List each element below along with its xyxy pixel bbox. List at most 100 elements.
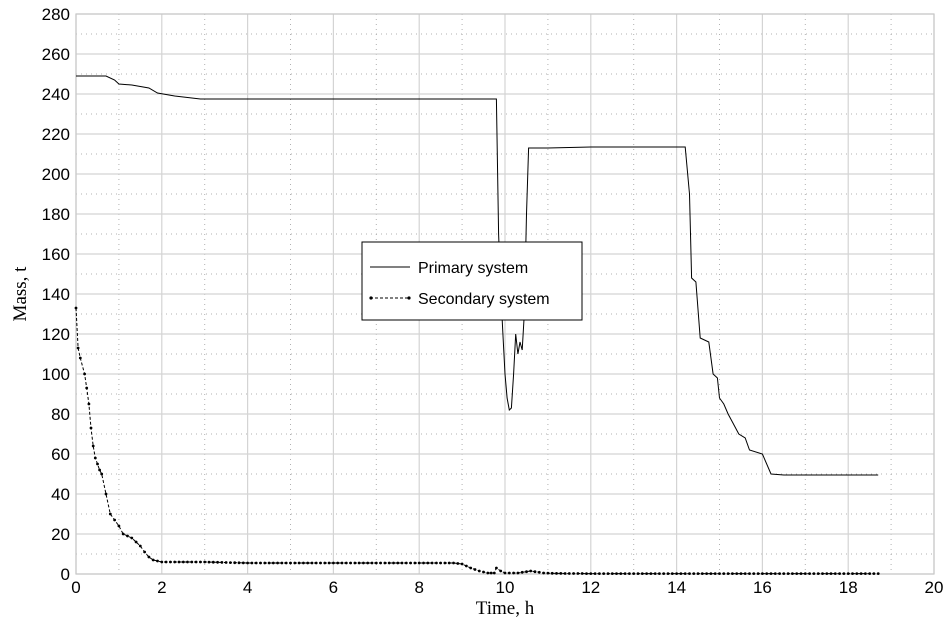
data-point-secondary-system bbox=[726, 572, 730, 575]
data-point-secondary-system bbox=[628, 572, 631, 575]
data-point-secondary-system bbox=[430, 561, 434, 565]
data-point-secondary-system bbox=[615, 572, 618, 575]
data-point-secondary-system bbox=[126, 534, 129, 538]
data-point-secondary-system bbox=[563, 572, 567, 575]
data-point-secondary-system bbox=[404, 561, 408, 565]
data-point-secondary-system bbox=[666, 572, 670, 575]
x-tick-label: 4 bbox=[243, 578, 252, 597]
data-point-secondary-system bbox=[229, 561, 232, 564]
data-point-secondary-system bbox=[623, 572, 627, 575]
data-point-secondary-system bbox=[752, 572, 756, 575]
data-point-secondary-system bbox=[439, 561, 442, 565]
y-tick-label: 20 bbox=[51, 525, 70, 544]
data-point-secondary-system bbox=[653, 572, 657, 575]
data-point-secondary-system bbox=[722, 572, 726, 575]
data-point-secondary-system bbox=[263, 561, 267, 565]
data-point-secondary-system bbox=[765, 572, 769, 575]
data-point-secondary-system bbox=[812, 572, 816, 575]
data-point-secondary-system bbox=[271, 561, 275, 565]
data-point-secondary-system bbox=[151, 558, 155, 562]
data-point-secondary-system bbox=[636, 572, 640, 575]
data-point-secondary-system bbox=[147, 555, 151, 559]
data-point-secondary-system bbox=[319, 561, 322, 565]
y-tick-label: 0 bbox=[61, 565, 70, 584]
y-tick-label: 280 bbox=[42, 5, 70, 24]
data-point-secondary-system bbox=[825, 572, 829, 575]
data-point-secondary-system bbox=[353, 561, 357, 565]
y-tick-label: 60 bbox=[51, 445, 70, 464]
data-point-secondary-system bbox=[447, 561, 451, 565]
data-point-secondary-system bbox=[302, 561, 305, 565]
data-point-secondary-system bbox=[289, 561, 292, 565]
data-point-secondary-system bbox=[713, 572, 717, 575]
data-point-secondary-system bbox=[96, 462, 99, 466]
data-point-secondary-system bbox=[748, 572, 751, 575]
x-tick-label: 20 bbox=[925, 578, 944, 597]
x-tick-label: 6 bbox=[329, 578, 338, 597]
y-tick-label: 180 bbox=[42, 205, 70, 224]
data-point-secondary-system bbox=[658, 572, 661, 575]
data-point-secondary-system bbox=[422, 561, 425, 565]
data-point-secondary-system bbox=[507, 571, 511, 575]
data-point-secondary-system bbox=[610, 572, 614, 575]
data-point-secondary-system bbox=[340, 561, 344, 565]
data-point-secondary-system bbox=[383, 561, 387, 565]
data-point-secondary-system bbox=[696, 572, 700, 575]
data-point-secondary-system bbox=[173, 560, 177, 564]
data-point-secondary-system bbox=[130, 536, 134, 540]
data-point-secondary-system bbox=[718, 572, 721, 575]
data-point-secondary-system bbox=[465, 564, 468, 568]
data-point-secondary-system bbox=[156, 559, 159, 563]
data-point-secondary-system bbox=[74, 306, 78, 310]
data-point-secondary-system bbox=[773, 572, 777, 575]
x-tick-label: 14 bbox=[667, 578, 686, 597]
data-point-secondary-system bbox=[160, 560, 164, 564]
data-point-secondary-system bbox=[555, 572, 558, 575]
data-point-secondary-system bbox=[576, 572, 580, 575]
data-point-secondary-system bbox=[598, 572, 601, 575]
data-point-secondary-system bbox=[816, 572, 820, 575]
data-point-secondary-system bbox=[280, 561, 284, 565]
data-point-secondary-system bbox=[93, 456, 97, 460]
legend-box bbox=[361, 241, 583, 321]
data-point-secondary-system bbox=[688, 572, 691, 575]
data-point-secondary-system bbox=[297, 561, 301, 565]
data-point-secondary-system bbox=[799, 572, 803, 575]
data-point-secondary-system bbox=[872, 572, 876, 575]
data-point-secondary-system bbox=[306, 561, 310, 565]
y-tick-label: 120 bbox=[42, 325, 70, 344]
data-point-secondary-system bbox=[675, 572, 678, 575]
data-point-secondary-system bbox=[91, 444, 95, 448]
data-point-secondary-system bbox=[589, 572, 593, 575]
data-point-secondary-system bbox=[645, 572, 648, 575]
data-point-secondary-system bbox=[662, 572, 666, 575]
data-point-secondary-system bbox=[246, 561, 250, 565]
y-tick-label: 100 bbox=[42, 365, 70, 384]
data-point-secondary-system bbox=[864, 572, 867, 575]
data-point-secondary-system bbox=[456, 562, 460, 565]
data-point-secondary-system bbox=[134, 540, 138, 544]
data-point-secondary-system bbox=[400, 561, 404, 565]
data-point-secondary-system bbox=[735, 572, 739, 575]
data-point-secondary-system bbox=[276, 561, 279, 565]
data-point-secondary-system bbox=[435, 561, 438, 565]
data-point-secondary-system bbox=[761, 572, 764, 575]
data-point-secondary-system bbox=[392, 561, 395, 565]
data-point-secondary-system bbox=[310, 561, 314, 565]
data-point-secondary-system bbox=[803, 572, 807, 575]
data-point-secondary-system bbox=[224, 561, 228, 564]
data-point-secondary-system bbox=[683, 572, 687, 575]
data-point-secondary-system bbox=[177, 560, 181, 564]
data-point-secondary-system bbox=[220, 561, 224, 564]
data-point-secondary-system bbox=[782, 572, 786, 575]
data-point-secondary-system bbox=[216, 560, 220, 564]
data-point-secondary-system bbox=[550, 571, 554, 575]
data-point-secondary-system bbox=[756, 572, 760, 575]
data-point-secondary-system bbox=[516, 571, 520, 575]
data-point-secondary-system bbox=[640, 572, 644, 575]
data-point-secondary-system bbox=[546, 571, 550, 575]
data-point-secondary-system bbox=[452, 561, 455, 565]
x-tick-label: 2 bbox=[157, 578, 166, 597]
data-point-secondary-system bbox=[692, 572, 696, 575]
